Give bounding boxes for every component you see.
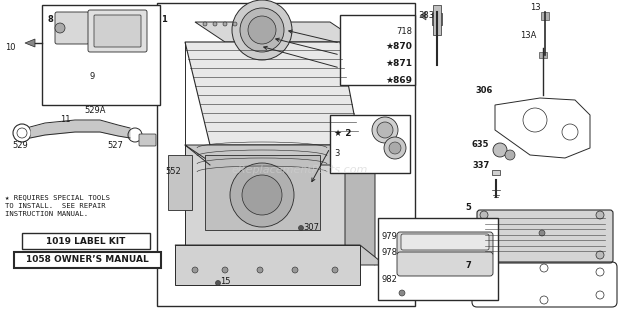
Polygon shape — [185, 145, 345, 245]
Circle shape — [232, 0, 292, 60]
Circle shape — [480, 211, 488, 219]
Polygon shape — [168, 155, 192, 210]
Circle shape — [233, 22, 237, 26]
Text: 5: 5 — [465, 203, 471, 212]
Text: 979: 979 — [382, 232, 398, 241]
Circle shape — [596, 251, 604, 259]
Text: 307: 307 — [303, 223, 319, 232]
Text: eReplacementParts.com: eReplacementParts.com — [232, 165, 368, 175]
Text: 982: 982 — [382, 275, 398, 284]
Text: 13: 13 — [530, 3, 541, 12]
Text: 13A: 13A — [520, 31, 536, 40]
Circle shape — [248, 16, 276, 44]
Text: 306: 306 — [475, 86, 492, 95]
Polygon shape — [185, 145, 375, 165]
FancyBboxPatch shape — [139, 134, 156, 146]
Circle shape — [480, 251, 488, 259]
Text: 7: 7 — [465, 261, 471, 270]
Text: ★869: ★869 — [385, 76, 412, 85]
Polygon shape — [345, 145, 375, 265]
Bar — [340, 15, 415, 85]
Circle shape — [596, 211, 604, 219]
Bar — [492, 170, 500, 175]
Circle shape — [389, 142, 401, 154]
Circle shape — [55, 23, 65, 33]
Text: 1058 OWNER’S MANUAL: 1058 OWNER’S MANUAL — [26, 256, 149, 265]
FancyBboxPatch shape — [55, 12, 89, 44]
Circle shape — [223, 22, 227, 26]
Bar — [539, 52, 547, 58]
Circle shape — [298, 226, 304, 231]
Bar — [42, 5, 160, 105]
Text: 635: 635 — [472, 140, 490, 149]
Circle shape — [505, 150, 515, 160]
Text: ★871: ★871 — [385, 59, 412, 68]
Polygon shape — [420, 12, 426, 20]
Bar — [433, 5, 441, 35]
Circle shape — [192, 267, 198, 273]
Text: 529A: 529A — [84, 106, 106, 115]
Bar — [432, 13, 442, 25]
Bar — [22, 233, 150, 249]
Text: 527: 527 — [107, 141, 123, 150]
Text: 10: 10 — [5, 43, 16, 52]
FancyBboxPatch shape — [397, 232, 493, 256]
FancyBboxPatch shape — [401, 234, 489, 250]
FancyBboxPatch shape — [94, 15, 141, 47]
Text: 978: 978 — [382, 248, 398, 257]
FancyBboxPatch shape — [397, 252, 493, 276]
Circle shape — [216, 280, 221, 285]
Bar — [541, 12, 549, 20]
Bar — [330, 115, 410, 173]
Text: 1: 1 — [161, 15, 167, 24]
Circle shape — [384, 137, 406, 159]
Circle shape — [332, 267, 338, 273]
Text: 3: 3 — [334, 149, 339, 158]
Polygon shape — [25, 39, 35, 47]
FancyBboxPatch shape — [477, 210, 613, 263]
Polygon shape — [175, 245, 385, 265]
Text: 529: 529 — [12, 141, 28, 150]
Text: 9: 9 — [90, 72, 95, 81]
Text: 552: 552 — [165, 168, 181, 177]
Text: 8: 8 — [47, 15, 53, 24]
Text: ★ REQUIRES SPECIAL TOOLS
TO INSTALL.  SEE REPAIR
INSTRUCTION MANUAL.: ★ REQUIRES SPECIAL TOOLS TO INSTALL. SEE… — [5, 194, 110, 217]
Circle shape — [240, 8, 284, 52]
Polygon shape — [205, 155, 320, 230]
Polygon shape — [185, 42, 360, 145]
Circle shape — [372, 117, 398, 143]
Text: 337: 337 — [472, 161, 489, 170]
Polygon shape — [175, 245, 360, 285]
Bar — [14, 252, 161, 268]
Text: ★870: ★870 — [385, 42, 412, 51]
Text: 1019 LABEL KIT: 1019 LABEL KIT — [46, 236, 126, 246]
Circle shape — [203, 22, 207, 26]
Polygon shape — [195, 22, 360, 42]
Circle shape — [292, 267, 298, 273]
Circle shape — [213, 22, 217, 26]
Circle shape — [493, 143, 507, 157]
Bar — [378, 218, 498, 300]
Bar — [157, 3, 415, 306]
Text: ★ 2: ★ 2 — [334, 129, 352, 138]
Circle shape — [539, 230, 545, 236]
Circle shape — [222, 267, 228, 273]
Text: 383: 383 — [418, 11, 434, 20]
Circle shape — [377, 122, 393, 138]
Circle shape — [242, 175, 282, 215]
FancyBboxPatch shape — [88, 10, 147, 52]
Circle shape — [257, 267, 263, 273]
Text: 11: 11 — [60, 115, 71, 124]
Circle shape — [230, 163, 294, 227]
Circle shape — [399, 290, 405, 296]
Text: 15: 15 — [220, 277, 231, 286]
Text: 718: 718 — [396, 27, 412, 36]
